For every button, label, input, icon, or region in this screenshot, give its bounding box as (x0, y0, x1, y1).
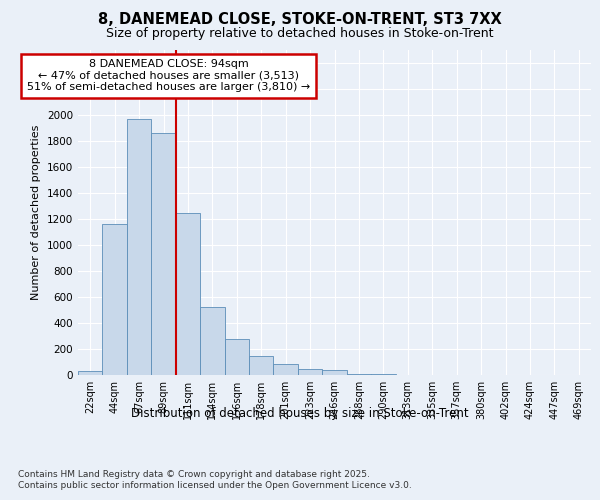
Bar (224, 339, 249, 375)
Bar (274, 364, 298, 375)
Bar (347, 374, 371, 375)
Text: Distribution of detached houses by size in Stoke-on-Trent: Distribution of detached houses by size … (131, 408, 469, 420)
Bar (249, 356, 274, 375)
Text: 8, DANEMEAD CLOSE, STOKE-ON-TRENT, ST3 7XX: 8, DANEMEAD CLOSE, STOKE-ON-TRENT, ST3 7… (98, 12, 502, 28)
Text: Contains HM Land Registry data © Crown copyright and database right 2025.: Contains HM Land Registry data © Crown c… (18, 470, 370, 479)
Bar (322, 370, 347, 375)
Bar (151, 133, 176, 375)
Bar (176, 212, 200, 375)
Text: Contains public sector information licensed under the Open Government Licence v3: Contains public sector information licen… (18, 481, 412, 490)
Bar (298, 368, 322, 375)
Text: 8 DANEMEAD CLOSE: 94sqm
← 47% of detached houses are smaller (3,513)
51% of semi: 8 DANEMEAD CLOSE: 94sqm ← 47% of detache… (27, 59, 310, 92)
Bar (371, 374, 395, 375)
Y-axis label: Number of detached properties: Number of detached properties (31, 125, 41, 300)
Bar (127, 119, 151, 375)
Bar (200, 308, 224, 375)
Bar (78, 372, 103, 375)
Text: Size of property relative to detached houses in Stoke-on-Trent: Size of property relative to detached ho… (106, 28, 494, 40)
Bar (103, 224, 127, 375)
